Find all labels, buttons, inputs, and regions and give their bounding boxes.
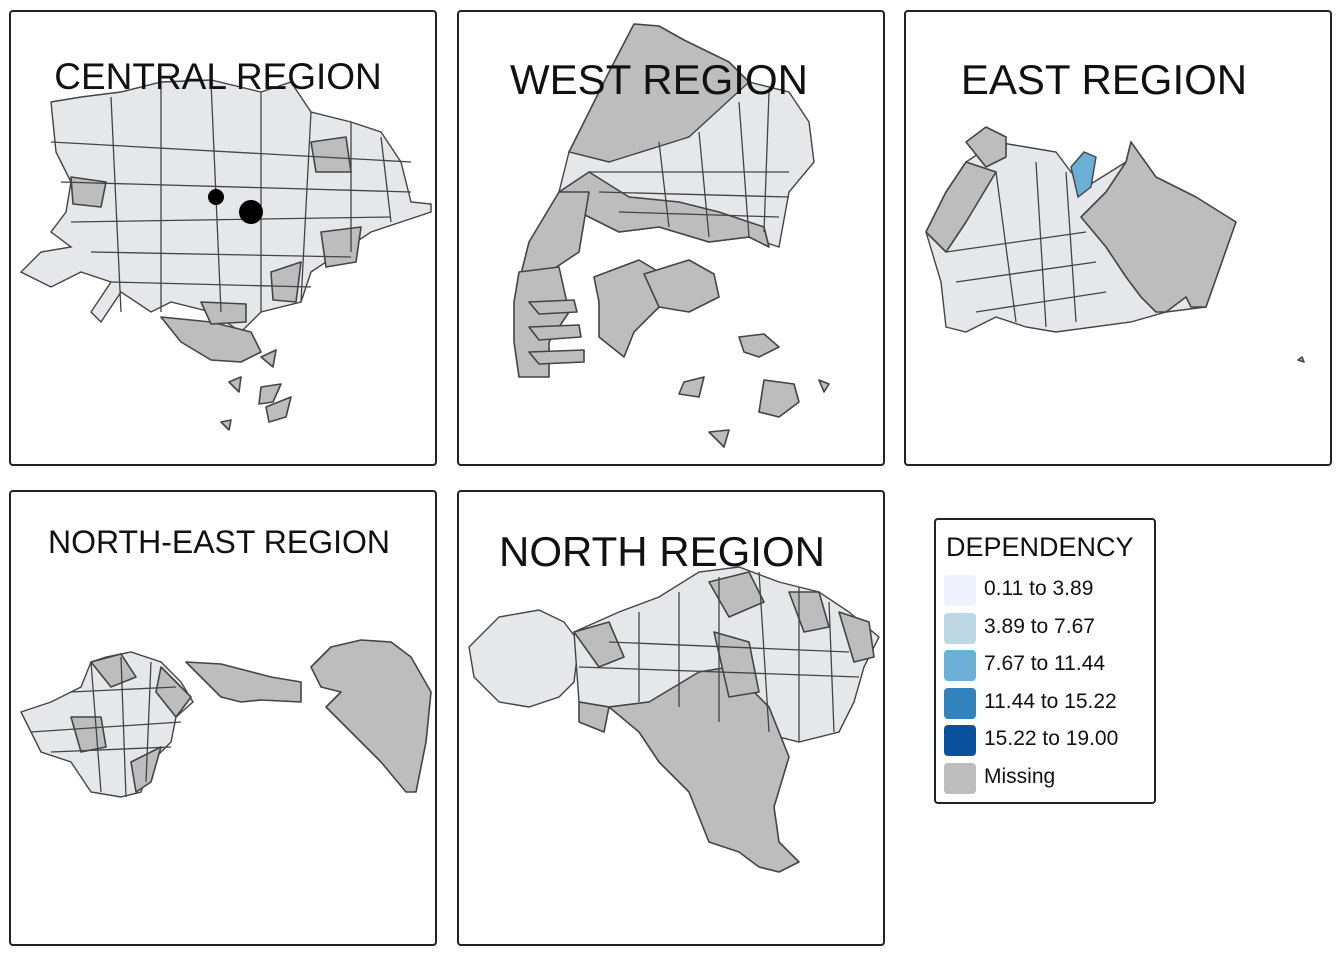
north-east-region-map [20,639,432,798]
central-region-shape [19,79,432,333]
legend-swatch [944,575,976,606]
north-catchment-patch [578,701,610,733]
legend-item: 15.22 to 19.00 [944,723,1149,757]
east-northern-block [965,126,1007,168]
central-patch [310,136,352,173]
map-panel-north-east: NORTH-EAST REGION [9,490,437,946]
north-patch [708,571,765,618]
north-east-patch [155,666,192,718]
panel-title: NORTH-EAST REGION [48,524,390,560]
map-legend: DEPENDENCY 0.11 to 3.89 3.89 to 7.67 7.6… [934,518,1156,804]
legend-label: 0.11 to 3.89 [984,577,1094,600]
north-east-subzone-boundaries [30,656,182,798]
west-islet [708,429,730,448]
legend-item: 0.11 to 3.89 [944,573,1149,607]
east-region-map [925,126,1305,363]
panel-title: EAST REGION [960,56,1248,103]
central-patch [270,261,302,303]
map-panel-north: NORTH REGION [457,490,885,946]
north-western-catchment [468,609,580,708]
west-islet [678,376,705,398]
west-industrial-area [558,171,770,248]
central-patch [200,301,247,325]
legend-swatch [944,763,976,794]
panel-title: NORTH REGION [499,528,825,575]
legend-swatch [944,725,976,756]
central-region-map [19,79,432,431]
west-jurong-island [593,259,665,358]
central-islet [260,349,277,368]
legend-label: 11.44 to 15.22 [984,690,1117,713]
north-patch [838,611,875,663]
west-subzone-boundaries [589,91,790,238]
west-islet [818,379,830,393]
north-east-coney-island [185,661,302,703]
panel-title: WEST REGION [510,56,808,103]
legend-label: Missing [984,765,1056,788]
legend-title: DEPENDENCY [946,532,1134,562]
map-panel-east: EAST REGION [904,10,1332,466]
central-subzone-boundaries [50,81,412,313]
legend-item: 7.67 to 11.44 [944,648,1149,682]
legend-item: 11.44 to 15.22 [944,686,1149,720]
legend-label: 15.22 to 19.00 [984,727,1119,750]
north-region-map [468,566,880,873]
legend-label: 3.89 to 7.67 [984,615,1095,638]
west-tuas-piers [528,299,585,365]
west-southern-island [738,333,780,358]
west-reclaimed-land [513,266,570,378]
central-islet [228,376,242,393]
east-subzone-boundaries [945,161,1107,328]
map-panel-west: WEST REGION [457,10,885,466]
east-islet [1297,356,1305,363]
north-east-patch [90,653,137,688]
west-region-map [513,23,830,448]
north-subzone-boundaries [578,571,860,742]
west-jurong-island-east [643,259,720,313]
north-patch [573,621,625,668]
central-islet [265,396,292,423]
central-islet [258,383,282,405]
map-panel-central: CENTRAL REGION [9,10,437,466]
panel-title: CENTRAL REGION [54,56,382,97]
legend-swatch [944,650,976,681]
legend-swatch [944,613,976,644]
legend-item: Missing [944,761,1149,795]
east-changi-area [1080,141,1237,313]
central-islet [220,419,232,431]
west-southern-island [758,379,800,418]
legend-label: 7.67 to 11.44 [984,652,1106,675]
central-patch [320,226,362,268]
central-patch [70,176,107,208]
east-high-dependency-subzone [1070,151,1097,199]
legend-swatch [944,688,976,719]
legend-item: 3.89 to 7.67 [944,611,1149,645]
north-east-seletar-island [310,639,432,793]
